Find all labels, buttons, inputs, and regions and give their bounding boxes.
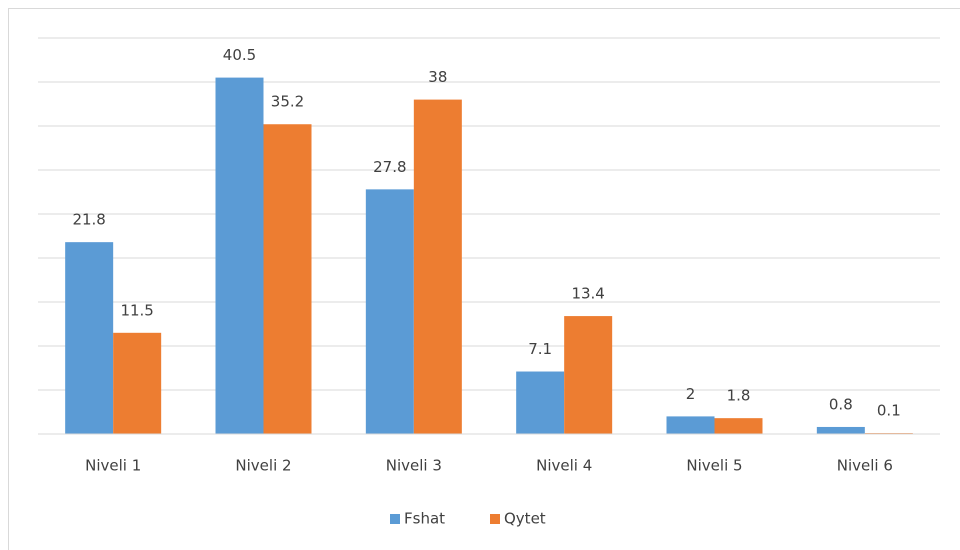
bar — [516, 371, 565, 434]
bar — [816, 426, 865, 434]
data-label: 13.4 — [571, 285, 604, 303]
data-label: 0.8 — [829, 395, 853, 413]
chart-frame — [8, 8, 960, 550]
x-tick-label: Niveli 1 — [85, 457, 141, 475]
data-label: 38 — [428, 68, 447, 86]
legend-label: Fshat — [404, 510, 445, 528]
x-tick-label: Niveli 3 — [386, 457, 442, 475]
data-label: 1.8 — [727, 387, 751, 405]
bar — [564, 316, 613, 434]
bar — [65, 242, 114, 434]
x-tick-label: Niveli 6 — [837, 457, 893, 475]
x-tick-label: Niveli 5 — [686, 457, 742, 475]
data-label: 0.1 — [877, 402, 901, 420]
bar — [714, 418, 763, 434]
bar — [413, 99, 462, 434]
legend-swatch — [490, 514, 500, 524]
data-label: 27.8 — [373, 158, 406, 176]
data-label: 21.8 — [72, 211, 105, 229]
legend-swatch — [390, 514, 400, 524]
legend-label: Qytet — [504, 510, 546, 528]
data-label: 7.1 — [528, 340, 552, 358]
bar — [666, 416, 715, 434]
bar — [263, 124, 312, 435]
data-label: 35.2 — [271, 93, 304, 111]
data-label: 11.5 — [120, 301, 153, 319]
bar — [113, 332, 162, 434]
data-label: 40.5 — [223, 46, 256, 64]
bar — [365, 189, 414, 434]
bar — [215, 77, 264, 434]
data-label: 2 — [686, 385, 696, 403]
x-tick-label: Niveli 4 — [536, 457, 592, 475]
x-tick-label: Niveli 2 — [235, 457, 291, 475]
